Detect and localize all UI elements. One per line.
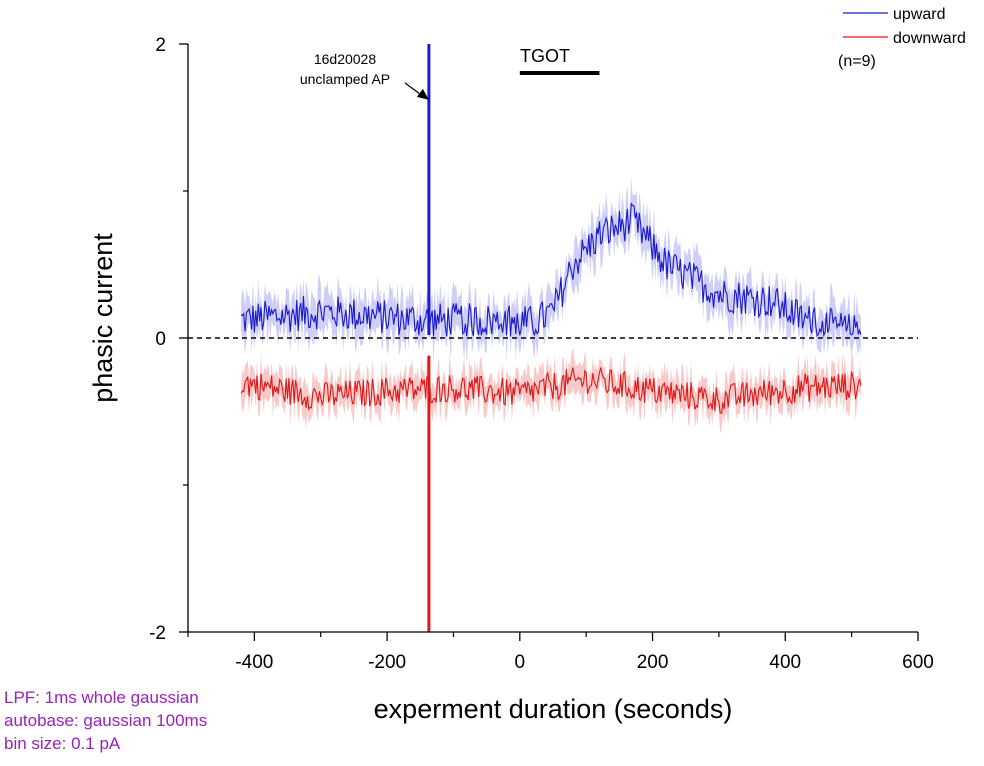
series-upward-line <box>240 202 862 338</box>
note-autobase: autobase: gaussian 100ms <box>4 711 208 730</box>
legend-note: (n=9) <box>838 53 876 70</box>
x-tick-label: 200 <box>637 652 669 673</box>
annotation-line-2: unclamped AP <box>300 71 390 87</box>
note-lpf: LPF: 1ms whole gaussian <box>4 688 199 707</box>
legend: upward downward (n=9) <box>838 6 966 70</box>
series-downward-band <box>241 347 861 434</box>
annotation-arrow-head <box>416 88 429 100</box>
note-bin-size: bin size: 0.1 pA <box>4 734 121 753</box>
x-tick-label: -400 <box>235 652 273 673</box>
legend-upward-label: upward <box>893 6 945 23</box>
x-axis-title: experment duration (seconds) <box>374 694 733 724</box>
event-label: TGOT <box>520 46 570 66</box>
series-downward-line <box>240 367 862 414</box>
x-tick-label: -200 <box>368 652 406 673</box>
x-tick-label: 0 <box>515 652 526 673</box>
y-tick-label: -2 <box>149 623 166 644</box>
x-tick-label: 600 <box>902 652 934 673</box>
annotation-line-1: 16d20028 <box>314 51 377 67</box>
y-tick-label: 0 <box>155 329 166 350</box>
y-axis-title: phasic current <box>88 233 118 403</box>
legend-downward-label: downward <box>893 30 966 47</box>
tgot-event: TGOT <box>520 46 570 66</box>
plot-area: -2 0 2 -400 -200 0 200 400 600 <box>149 35 934 673</box>
x-tick-label: 400 <box>769 652 801 673</box>
spike-annotation: 16d20028 unclamped AP <box>300 51 390 87</box>
y-tick-label: 2 <box>155 35 166 56</box>
processing-notes: LPF: 1ms whole gaussian autobase: gaussi… <box>4 686 207 755</box>
series-upward-band <box>241 177 861 364</box>
